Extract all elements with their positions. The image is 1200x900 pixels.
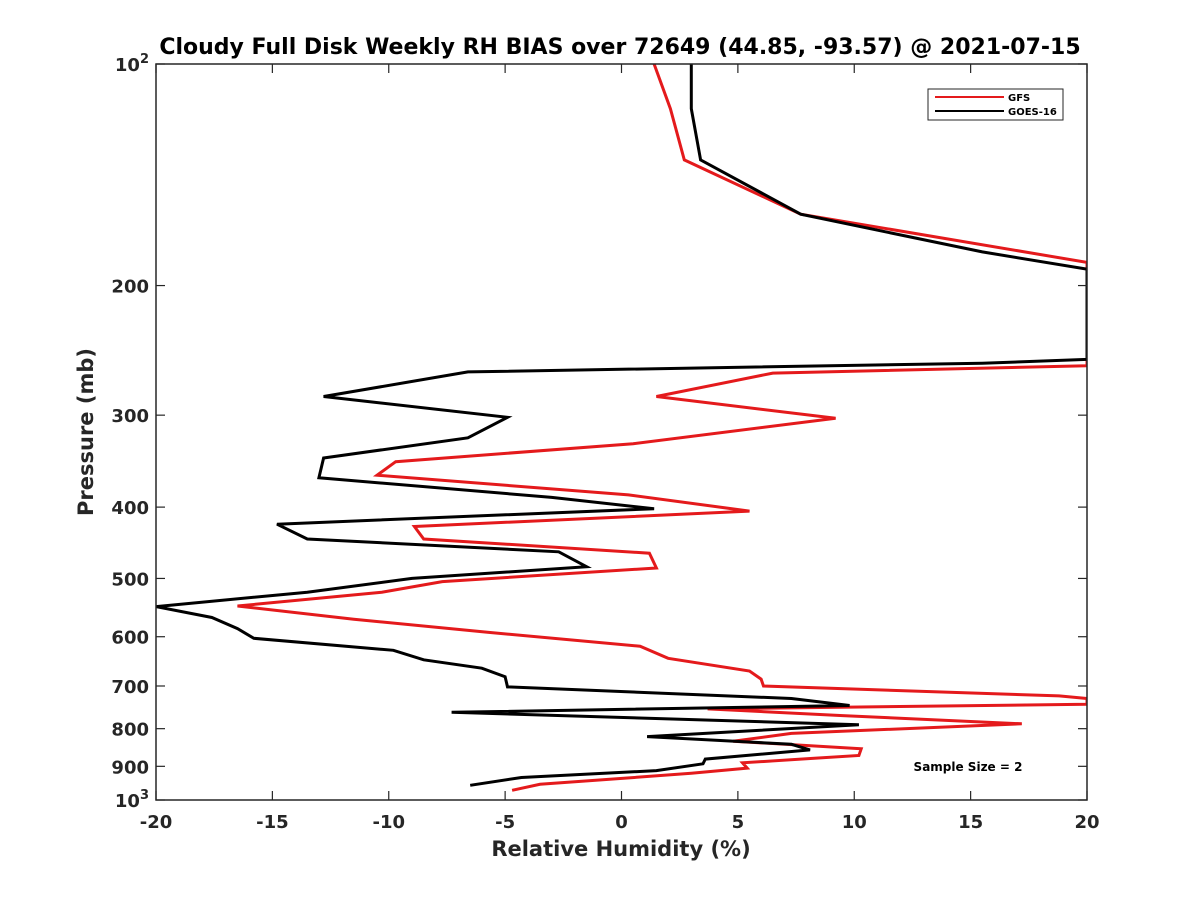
x-tick-label: -15 (256, 812, 289, 833)
x-tick-label: -20 (140, 812, 173, 833)
y-tick-label: 103 (115, 788, 149, 812)
x-tick-label: 0 (615, 812, 628, 833)
y-tick-label: 600 (111, 628, 149, 649)
y-tick-label: 400 (111, 498, 149, 519)
y-axis-ticks: 102 200 300 400 500 600 700 800 900 103 (111, 52, 1087, 812)
x-tick-label: 15 (958, 812, 983, 833)
sample-size-annotation: Sample Size = 2 (914, 760, 1023, 774)
series-line-gfs (237, 64, 1087, 792)
chart-title: Cloudy Full Disk Weekly RH BIAS over 726… (159, 35, 1080, 60)
y-tick-label: 800 (111, 720, 149, 741)
legend: GFS GOES-16 (927, 88, 1064, 121)
y-tick-label: 300 (111, 406, 149, 427)
x-tick-label: 5 (732, 812, 745, 833)
x-tick-label: -10 (372, 812, 405, 833)
legend-label-goes16: GOES-16 (1008, 107, 1057, 118)
y-tick-label: 700 (111, 677, 149, 698)
x-axis-label: Relative Humidity (%) (491, 837, 750, 861)
x-axis-ticks: -20 -15 -10 -5 0 5 10 15 20 (140, 64, 1100, 833)
x-tick-label: 20 (1074, 812, 1099, 833)
x-tick-label: 10 (842, 812, 867, 833)
legend-label-gfs: GFS (1008, 93, 1030, 104)
y-tick-label: 500 (111, 569, 149, 590)
legend-box (927, 88, 1064, 121)
plot-frame (155, 63, 1088, 801)
y-axis-label: Pressure (mb) (74, 348, 98, 516)
y-tick-label: 102 (115, 52, 149, 76)
x-tick-label: -5 (495, 812, 515, 833)
y-tick-label: 900 (111, 757, 149, 778)
series-layer (156, 64, 1087, 792)
series-line-goes16 (156, 64, 1087, 787)
y-tick-label: 200 (111, 277, 149, 298)
